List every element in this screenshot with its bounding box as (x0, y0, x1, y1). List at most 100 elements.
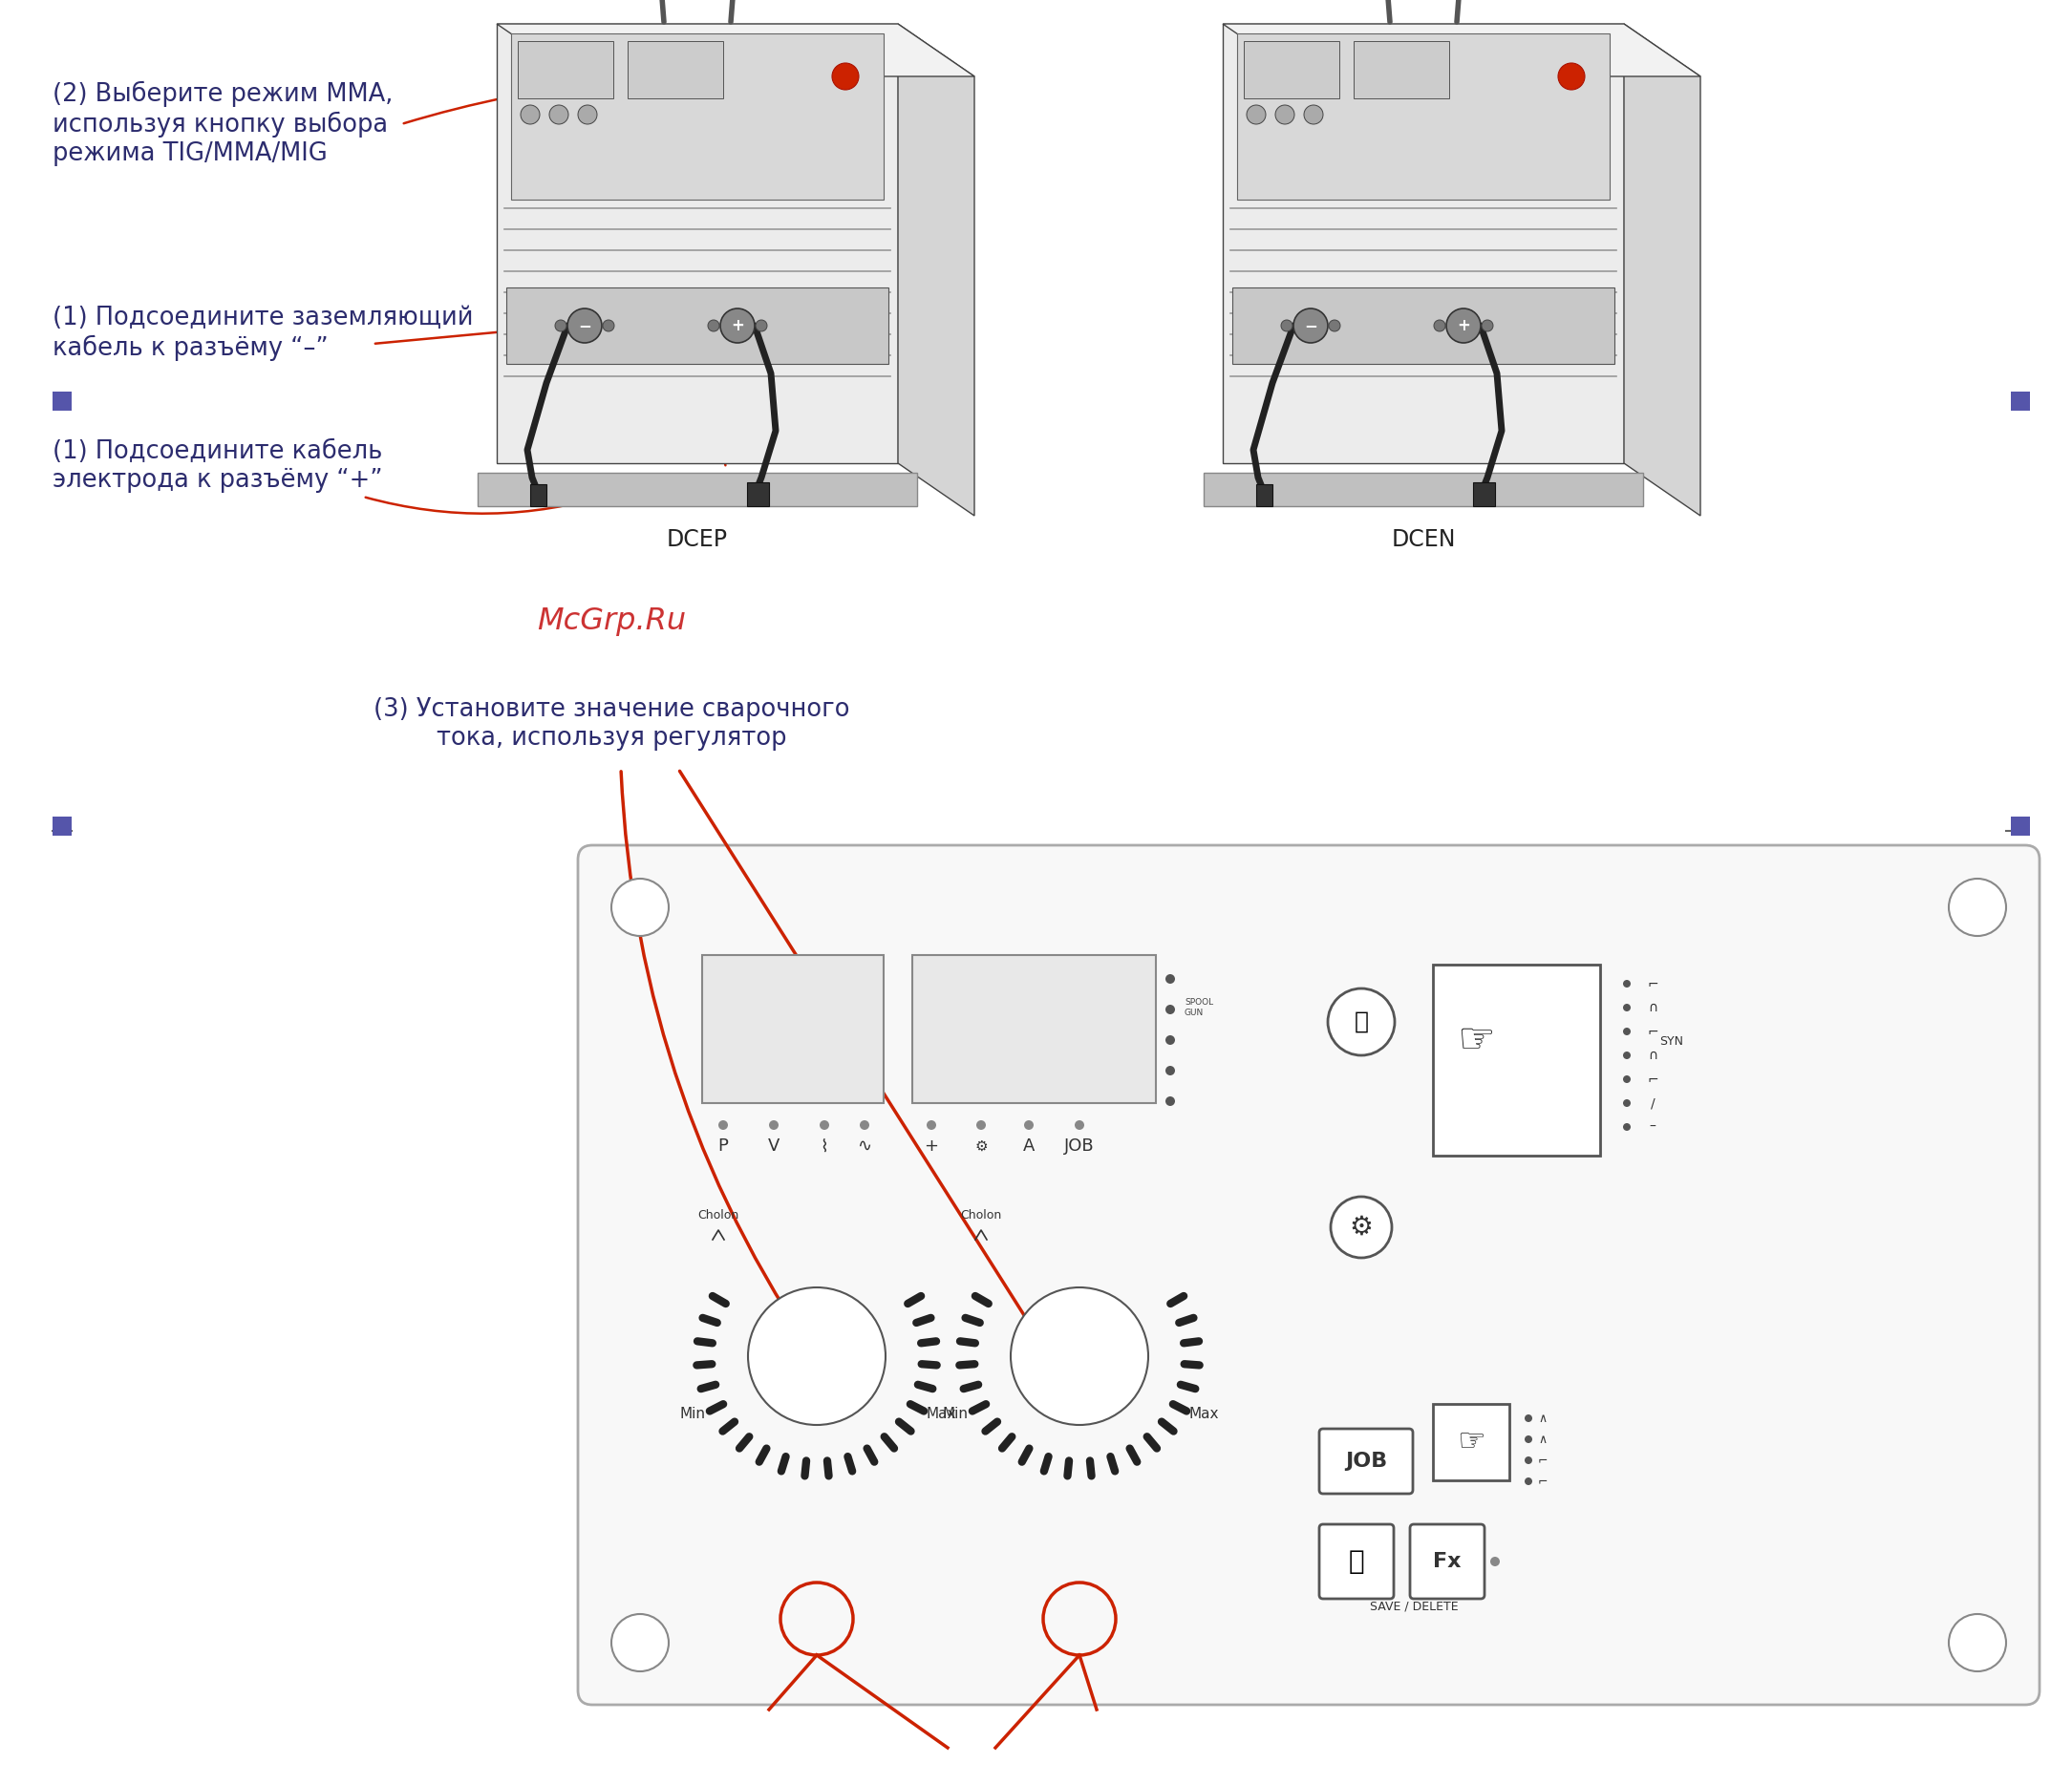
Circle shape (1622, 1051, 1631, 1059)
Polygon shape (1256, 484, 1272, 507)
Circle shape (1525, 1457, 1533, 1464)
Text: ∧: ∧ (1537, 1433, 1548, 1446)
Polygon shape (1237, 34, 1610, 200)
Text: +: + (924, 1137, 939, 1155)
Text: McGrp.Ru: McGrp.Ru (537, 605, 686, 635)
Circle shape (860, 1121, 870, 1130)
Circle shape (1164, 1035, 1175, 1044)
Polygon shape (1204, 473, 1643, 507)
Text: ∩: ∩ (1647, 1001, 1658, 1014)
Circle shape (709, 320, 719, 332)
Circle shape (568, 309, 601, 343)
Text: ☞: ☞ (1457, 1426, 1486, 1458)
Text: (3) Установите значение сварочного
тока, используя регулятор: (3) Установите значение сварочного тока,… (373, 698, 850, 751)
Text: Max: Max (926, 1407, 955, 1421)
Polygon shape (1434, 1405, 1508, 1480)
Polygon shape (530, 484, 547, 507)
FancyBboxPatch shape (1409, 1524, 1484, 1599)
Text: −: − (578, 318, 591, 334)
Polygon shape (52, 391, 73, 411)
Circle shape (1328, 320, 1341, 332)
Text: −: − (1303, 318, 1318, 334)
Polygon shape (512, 34, 883, 200)
Polygon shape (52, 816, 73, 835)
Text: P: P (719, 1137, 729, 1155)
Polygon shape (1243, 41, 1339, 98)
Polygon shape (479, 473, 918, 507)
Text: ∩: ∩ (1647, 1048, 1658, 1062)
Circle shape (1622, 1123, 1631, 1130)
Circle shape (1622, 1028, 1631, 1035)
Circle shape (1558, 62, 1585, 89)
Text: JOB: JOB (1065, 1137, 1094, 1155)
Circle shape (1247, 105, 1266, 125)
Text: Cholon: Cholon (961, 1208, 1001, 1221)
FancyBboxPatch shape (1320, 1428, 1413, 1494)
Polygon shape (497, 23, 897, 462)
Circle shape (1490, 1557, 1500, 1565)
Circle shape (1622, 980, 1631, 987)
Polygon shape (1222, 23, 1624, 462)
Text: ⌐: ⌐ (1647, 1025, 1658, 1039)
Text: ⚙: ⚙ (1349, 1214, 1374, 1241)
Text: ⌇: ⌇ (821, 1137, 829, 1155)
Text: ∧: ∧ (1537, 1412, 1548, 1424)
Circle shape (719, 1121, 727, 1130)
Text: 📁: 📁 (1349, 1548, 1365, 1574)
Circle shape (1274, 105, 1295, 125)
Text: A: A (1024, 1137, 1034, 1155)
Circle shape (611, 878, 669, 935)
Circle shape (1434, 320, 1446, 332)
Circle shape (1280, 320, 1293, 332)
Circle shape (549, 105, 568, 125)
Circle shape (748, 1287, 885, 1424)
Text: ⌐: ⌐ (1647, 1073, 1658, 1085)
Polygon shape (748, 482, 769, 507)
Circle shape (1075, 1121, 1084, 1130)
Text: DCEP: DCEP (667, 528, 727, 552)
FancyBboxPatch shape (578, 846, 2039, 1705)
Polygon shape (2010, 391, 2031, 411)
Text: –: – (1649, 1121, 1656, 1133)
Text: ∿: ∿ (858, 1137, 872, 1155)
Circle shape (821, 1121, 829, 1130)
Circle shape (1293, 309, 1328, 343)
Text: DCEN: DCEN (1390, 528, 1457, 552)
Text: (2) Выберите режим ММА,
используя кнопку выбора
режима TIG/MMA/MIG: (2) Выберите режим ММА, используя кнопку… (52, 80, 394, 166)
Polygon shape (1624, 23, 1701, 516)
Circle shape (1164, 1005, 1175, 1014)
Text: /: / (1651, 1096, 1656, 1110)
Polygon shape (506, 287, 889, 364)
Text: ⌐: ⌐ (1537, 1474, 1548, 1487)
Text: 🧪: 🧪 (1355, 1010, 1368, 1034)
Polygon shape (702, 955, 883, 1103)
Text: (1) Подсоедините кабель
электрода к разъёму “+”: (1) Подсоедините кабель электрода к разъ… (52, 439, 383, 493)
FancyBboxPatch shape (1320, 1524, 1394, 1599)
Text: Min: Min (680, 1407, 704, 1421)
Circle shape (611, 1614, 669, 1671)
Polygon shape (912, 955, 1156, 1103)
Text: ⚙: ⚙ (974, 1139, 988, 1153)
Polygon shape (518, 41, 613, 98)
Polygon shape (1222, 23, 1701, 77)
Text: Max: Max (1189, 1407, 1218, 1421)
Polygon shape (1473, 482, 1496, 507)
Text: SAVE / DELETE: SAVE / DELETE (1370, 1599, 1459, 1612)
Circle shape (578, 105, 597, 125)
Circle shape (1330, 1196, 1392, 1258)
Polygon shape (897, 23, 974, 516)
Polygon shape (1434, 964, 1600, 1155)
Circle shape (769, 1121, 779, 1130)
Text: ⌐: ⌐ (1537, 1455, 1548, 1467)
Text: V: V (769, 1137, 779, 1155)
Circle shape (1950, 878, 2006, 935)
Text: Fx: Fx (1434, 1551, 1461, 1571)
Circle shape (555, 320, 566, 332)
Circle shape (1622, 1100, 1631, 1107)
Circle shape (1481, 320, 1494, 332)
Circle shape (520, 105, 539, 125)
Circle shape (1164, 975, 1175, 984)
Circle shape (1525, 1435, 1533, 1442)
Polygon shape (628, 41, 723, 98)
Circle shape (1525, 1414, 1533, 1423)
